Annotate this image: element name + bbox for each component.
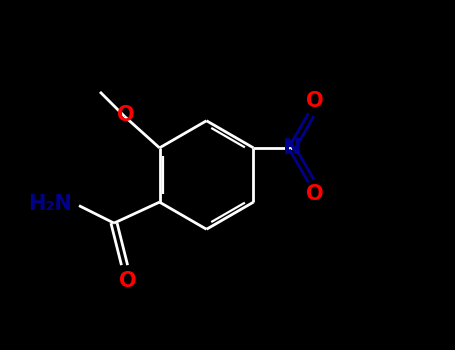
Text: O: O bbox=[306, 184, 324, 204]
Text: H₂N: H₂N bbox=[28, 194, 72, 214]
Text: N: N bbox=[283, 138, 301, 158]
Text: O: O bbox=[306, 91, 324, 111]
Text: O: O bbox=[119, 271, 137, 291]
Text: O: O bbox=[117, 105, 135, 125]
